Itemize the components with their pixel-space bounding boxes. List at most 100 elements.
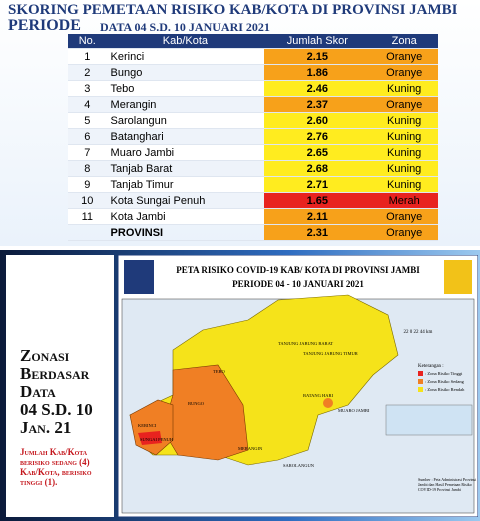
scale: 22 0 22 44 km: [404, 330, 433, 335]
total-blank: [68, 224, 107, 241]
row-name: Batanghari: [106, 128, 265, 145]
column-header: Zona: [370, 34, 438, 49]
legend-label: : Zona Risiko Rendah: [425, 387, 465, 392]
table-row: 8 Tanjab Barat 2.68 Kuning: [68, 160, 438, 177]
region-label: KERINCI: [138, 423, 157, 428]
map-title: PETA RISIKO COVID-19 KAB/ KOTA DI PROVIN…: [176, 265, 420, 275]
side-heading: Data: [20, 382, 56, 401]
row-score: 2.76: [264, 128, 371, 145]
map-source: Sumber : Peta Administrasi Provinsi Jambi…: [418, 477, 477, 492]
row-zona: Kuning: [370, 80, 438, 97]
column-header: No.: [68, 34, 107, 49]
total-row: PROVINSI 2.31 Oranye: [68, 224, 438, 241]
side-heading: Jan. 21: [20, 418, 72, 437]
row-score: 2.46: [264, 80, 371, 97]
row-zona: Kuning: [370, 112, 438, 129]
total-score: 2.31: [264, 224, 371, 241]
column-header: Jumlah Skor: [264, 34, 371, 49]
period-detail: DATA 04 S.D. 10 JANUARI 2021: [100, 20, 270, 34]
table-row: 9 Tanjab Timur 2.71 Kuning: [68, 176, 438, 193]
row-name: Sarolangun: [106, 112, 265, 129]
row-no: 1: [68, 48, 107, 65]
row-no: 10: [68, 192, 107, 209]
side-panel: Zonasi Berdasar Data 04 S.D. 10 Jan. 21 Jumla…: [6, 255, 114, 517]
legend-swatch: [418, 379, 423, 384]
row-zona: Merah: [370, 192, 438, 209]
region-label: MERANGIN: [238, 446, 263, 451]
row-name: Kota Jambi: [106, 208, 265, 225]
table-row: 6 Batanghari 2.76 Kuning: [68, 128, 438, 145]
region-label: MUARO JAMBI: [338, 408, 370, 413]
region-label: BUNGO: [188, 401, 205, 406]
row-zona: Oranye: [370, 208, 438, 225]
row-no: 7: [68, 144, 107, 161]
region-label: SAROLANGUN: [283, 463, 315, 468]
row-no: 5: [68, 112, 107, 129]
table-row: 3 Tebo 2.46 Kuning: [68, 80, 438, 97]
row-no: 8: [68, 160, 107, 177]
score-table: No. Kab/Kota Jumlah Skor Zona 1 Kerinci 2.15 Or…: [68, 34, 438, 241]
region-label: TANJUNG JABUNG TIMUR: [303, 351, 358, 356]
row-no: 9: [68, 176, 107, 193]
total-zona: Oranye: [370, 224, 438, 241]
table-row: 5 Sarolangun 2.60 Kuning: [68, 112, 438, 129]
row-name: Muaro Jambi: [106, 144, 265, 161]
legend-label: : Zona Risiko Sedang: [425, 379, 465, 384]
row-score: 2.11: [264, 208, 371, 225]
row-no: 3: [68, 80, 107, 97]
row-zona: Oranye: [370, 96, 438, 113]
row-name: Tebo: [106, 80, 265, 97]
title: SKORING PEMETAAN RISIKO KAB/KOTA DI PROV…: [8, 2, 458, 18]
table-row: 11 Kota Jambi 2.11 Oranye: [68, 208, 438, 225]
row-name: Kerinci: [106, 48, 265, 65]
row-zona: Oranye: [370, 64, 438, 81]
row-no: 11: [68, 208, 107, 225]
column-header: Kab/Kota: [106, 34, 265, 49]
note: Jumlah Kab/Kota berisiko sedang (4) Kab/…: [20, 447, 92, 487]
map: PETA RISIKO COVID-19 KAB/ KOTA DI PROVIN…: [118, 255, 478, 517]
legend-label: : Zona Risiko Tinggi: [425, 371, 463, 376]
top-panel: SKORING PEMETAAN RISIKO KAB/KOTA DI PROV…: [0, 0, 480, 246]
row-zona: Kuning: [370, 176, 438, 193]
row-zona: Kuning: [370, 144, 438, 161]
row-name: Tanjab Barat: [106, 160, 265, 177]
table-row: 10 Kota Sungai Penuh 1.65 Merah: [68, 192, 438, 209]
row-score: 2.65: [264, 144, 371, 161]
period: PERIODE: [8, 17, 81, 34]
row-no: 2: [68, 64, 107, 81]
row-score: 2.60: [264, 112, 371, 129]
row-zona: Kuning: [370, 128, 438, 145]
row-score: 1.86: [264, 64, 371, 81]
total-name: PROVINSI: [106, 224, 265, 241]
legend-swatch: [418, 371, 423, 376]
row-zona: Kuning: [370, 160, 438, 177]
row-name: Merangin: [106, 96, 265, 113]
region-label: SUNGAI PENUH: [140, 437, 174, 442]
table-row: 4 Merangin 2.37 Oranye: [68, 96, 438, 113]
row-score: 2.15: [264, 48, 371, 65]
row-name: Kota Sungai Penuh: [106, 192, 265, 209]
table-row: 1 Kerinci 2.15 Oranye: [68, 48, 438, 65]
row-no: 6: [68, 128, 107, 145]
legend-title: Keterangan :: [418, 364, 444, 369]
row-no: 4: [68, 96, 107, 113]
row-score: 1.65: [264, 192, 371, 209]
legend-swatch: [418, 387, 423, 392]
region-label: BATANG HARI: [303, 393, 334, 398]
row-score: 2.71: [264, 176, 371, 193]
row-name: Bungo: [106, 64, 265, 81]
sungai-penuh-zone: [138, 431, 162, 445]
map-subtitle: PERIODE 04 - 10 JANUARI 2021: [232, 279, 364, 289]
side-heading: Zonasi: [20, 346, 70, 365]
side-heading: Berdasar: [20, 364, 90, 383]
row-score: 2.37: [264, 96, 371, 113]
region-label: TEBO: [213, 369, 225, 374]
row-zona: Oranye: [370, 48, 438, 65]
table-row: 7 Muaro Jambi 2.65 Kuning: [68, 144, 438, 161]
jambi-city-zone: [323, 398, 333, 408]
row-score: 2.68: [264, 160, 371, 177]
table-row: 2 Bungo 1.86 Oranye: [68, 64, 438, 81]
region-label: TANJUNG JABUNG BARAT: [278, 341, 333, 346]
side-heading: 04 S.D. 10: [20, 400, 93, 419]
